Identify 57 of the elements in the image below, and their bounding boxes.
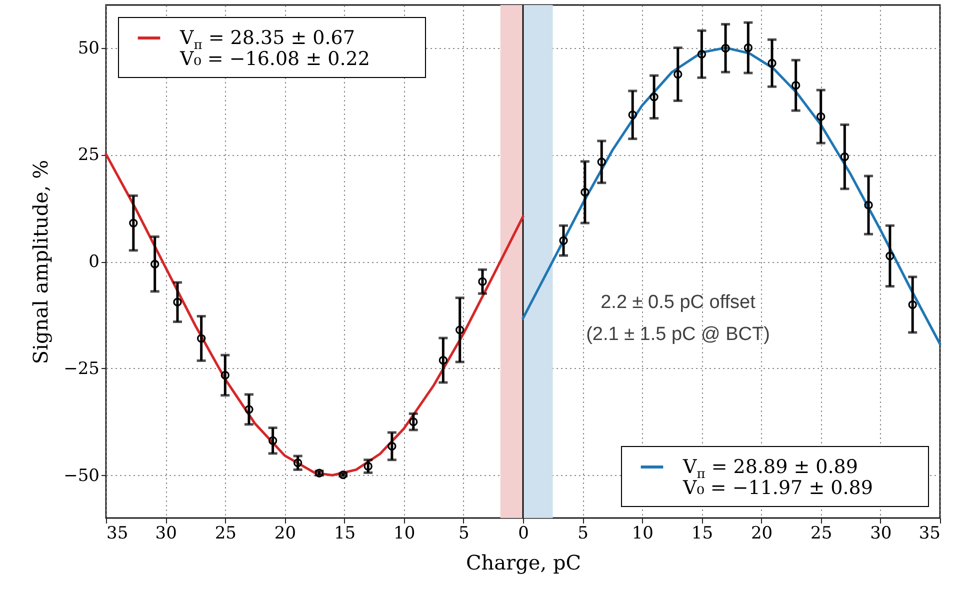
point bbox=[768, 58, 776, 68]
point bbox=[650, 92, 658, 102]
x-tick-label: 30 bbox=[155, 524, 177, 544]
point bbox=[628, 110, 637, 120]
x-tick-label: 10 bbox=[632, 524, 654, 544]
x-tick-label: 35 bbox=[106, 524, 128, 544]
annotation: (2.1 ± 1.5 pC @ BCT) bbox=[586, 324, 770, 345]
x-tick-label: 20 bbox=[274, 524, 296, 544]
y-tick-label: 50 bbox=[78, 38, 100, 58]
x-tick-label: 30 bbox=[870, 524, 892, 544]
y-tick-label: 25 bbox=[78, 145, 100, 166]
point bbox=[244, 405, 254, 414]
legend-label: V$_{π}$ = 28.89 ± 0.89 V₀ = −11.97 ± 0.89 bbox=[682, 456, 873, 499]
point bbox=[580, 188, 590, 197]
point bbox=[456, 326, 464, 334]
point bbox=[388, 442, 396, 451]
legend-label: V$_{π}$ = 28.35 ± 0.67 V₀ = −16.08 ± 0.22 bbox=[179, 27, 370, 70]
point bbox=[293, 458, 302, 468]
point bbox=[409, 417, 418, 426]
x-axis-title: Charge, pC bbox=[466, 550, 582, 574]
point bbox=[364, 462, 372, 471]
point bbox=[886, 252, 894, 260]
x-tick-label: 15 bbox=[334, 524, 356, 544]
point bbox=[129, 218, 138, 228]
x-tick-label: 10 bbox=[394, 524, 416, 544]
x-tick-label: 5 bbox=[458, 524, 470, 544]
point bbox=[864, 200, 873, 210]
y-tick-label: −50 bbox=[64, 466, 100, 486]
point bbox=[559, 236, 568, 245]
x-tick-label: 25 bbox=[214, 524, 236, 544]
x-tick-label: 15 bbox=[691, 524, 714, 544]
point bbox=[840, 152, 850, 162]
point bbox=[744, 43, 753, 52]
x-tick-label: 20 bbox=[750, 524, 773, 544]
y-tick-label: −25 bbox=[64, 358, 100, 379]
point bbox=[220, 370, 230, 380]
y-tick-label: 0 bbox=[88, 252, 100, 272]
point bbox=[597, 158, 606, 166]
x-tick-label: 0 bbox=[518, 524, 529, 544]
point bbox=[816, 112, 826, 121]
point bbox=[792, 81, 800, 90]
point bbox=[268, 436, 278, 445]
point bbox=[438, 356, 448, 365]
point bbox=[150, 260, 160, 268]
point bbox=[697, 50, 706, 58]
x-tick-label: 35 bbox=[918, 524, 940, 544]
point bbox=[674, 70, 682, 79]
point bbox=[721, 44, 730, 53]
y-axis-title: Signal amplitude, % bbox=[28, 160, 53, 364]
point bbox=[908, 300, 917, 310]
point bbox=[478, 277, 487, 286]
point bbox=[338, 470, 348, 480]
point bbox=[196, 334, 206, 343]
annotation: 2.2 ± 0.5 pC offset bbox=[600, 292, 756, 313]
point bbox=[173, 298, 182, 306]
x-tick-label: 25 bbox=[810, 524, 832, 544]
x-tick-label: 5 bbox=[578, 524, 588, 544]
